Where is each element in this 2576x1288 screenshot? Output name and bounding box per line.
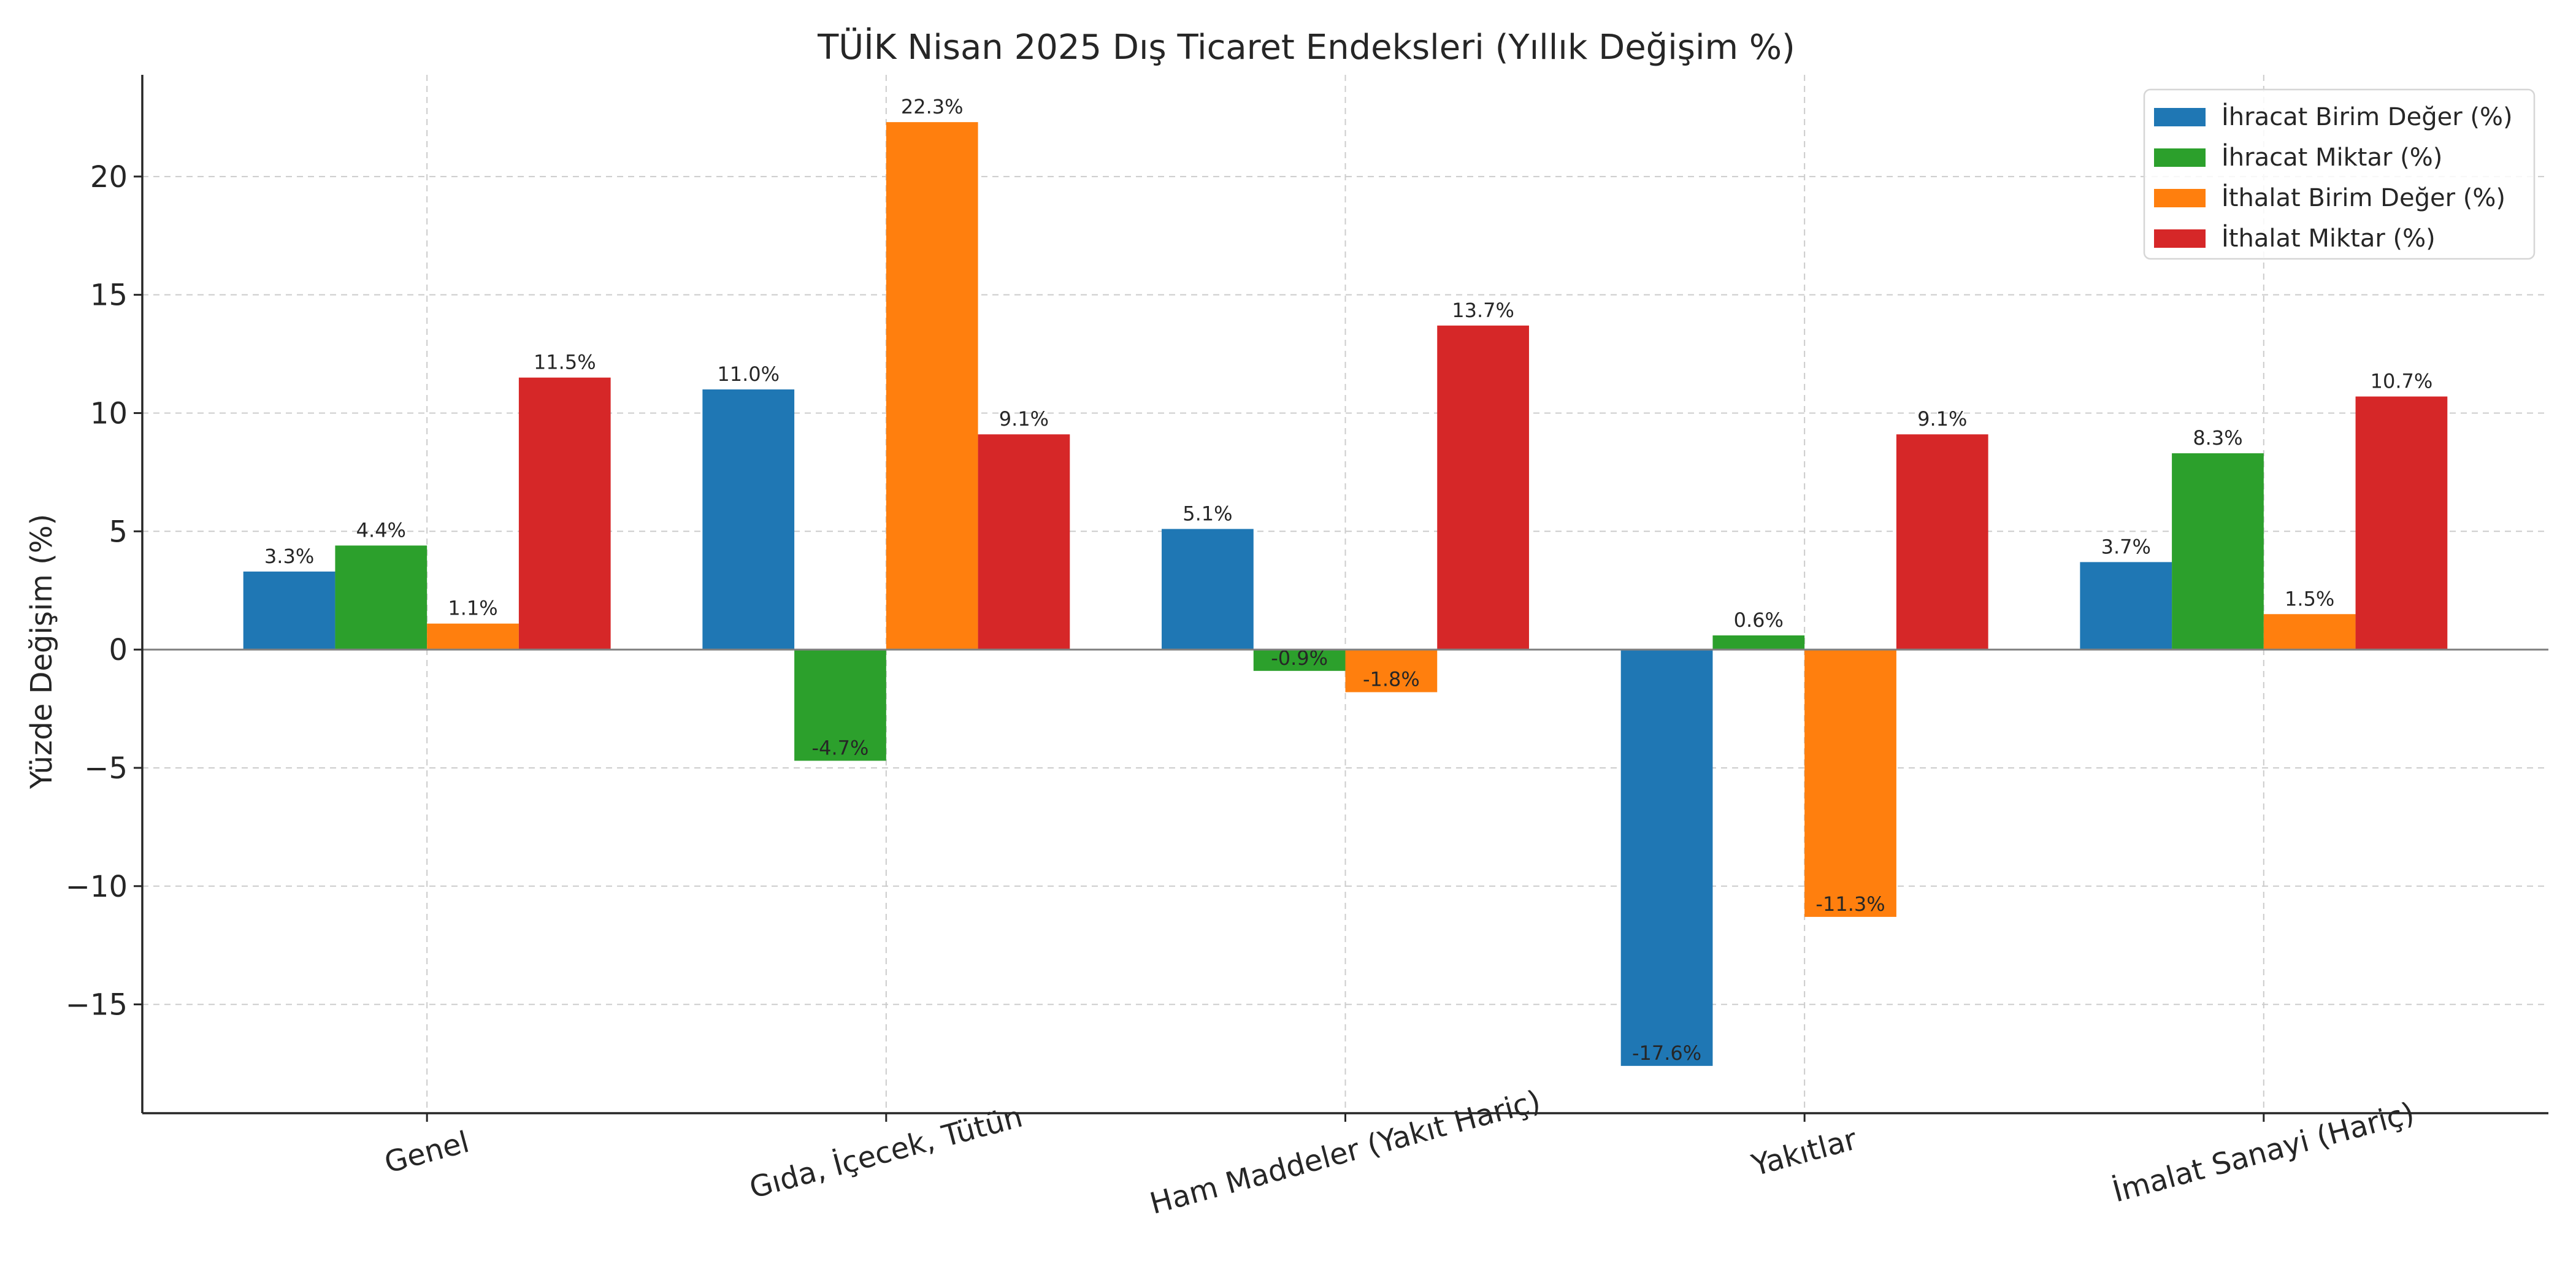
- bar: [2080, 562, 2172, 650]
- bar: [243, 571, 335, 650]
- bar: [978, 434, 1070, 650]
- data-label: 3.3%: [264, 545, 314, 568]
- bar: [2355, 396, 2448, 650]
- legend-label: İhracat Birim Değer (%): [2221, 102, 2513, 131]
- data-label: 22.3%: [901, 95, 964, 118]
- y-tick-label: 5: [109, 515, 128, 549]
- data-label: 13.7%: [1452, 299, 1514, 322]
- y-tick-label: 20: [90, 160, 128, 194]
- legend-swatch: [2154, 148, 2206, 167]
- y-tick-label: −5: [84, 751, 128, 786]
- x-tick-label: Genel: [381, 1125, 473, 1180]
- bar: [1712, 635, 1805, 650]
- y-tick-label: 10: [90, 396, 128, 431]
- bar: [427, 623, 519, 650]
- bar: [518, 377, 611, 650]
- bar: [1804, 650, 1896, 917]
- bar: [1896, 434, 1988, 650]
- data-label: 3.7%: [2101, 535, 2151, 558]
- legend-label: İhracat Miktar (%): [2221, 142, 2442, 172]
- data-label: 9.1%: [1917, 407, 1967, 431]
- bar: [1162, 529, 1254, 650]
- data-label: 9.1%: [999, 407, 1049, 431]
- data-label: 0.6%: [1734, 608, 1784, 632]
- legend-swatch: [2154, 229, 2206, 248]
- y-tick-label: −15: [66, 988, 128, 1022]
- bar: [2172, 453, 2264, 650]
- y-tick-label: −10: [66, 870, 128, 904]
- bar: [1437, 325, 1529, 650]
- bar: [1345, 650, 1438, 692]
- bar: [335, 545, 427, 650]
- data-label: 4.4%: [356, 518, 406, 542]
- bar: [794, 650, 886, 761]
- data-label: 5.1%: [1183, 502, 1232, 525]
- data-label: 8.3%: [2193, 426, 2242, 450]
- y-tick-label: 0: [109, 633, 128, 667]
- y-axis-label: Yüzde Değişim (%): [25, 514, 59, 789]
- data-label: 1.5%: [2285, 587, 2334, 610]
- data-label: 1.1%: [448, 597, 497, 620]
- bars: [243, 122, 2448, 1066]
- y-tick-label: 15: [90, 278, 128, 313]
- legend-label: İthalat Birim Değer (%): [2221, 183, 2505, 212]
- bar: [886, 122, 978, 650]
- data-labels: 3.3%11.0%5.1%-17.6%3.7%4.4%-4.7%-0.9%0.6…: [264, 95, 2432, 1065]
- legend: İhracat Birim Değer (%) İhracat Miktar (%…: [2143, 88, 2536, 260]
- data-label: -17.6%: [1632, 1041, 1701, 1065]
- legend-box: [2143, 88, 2536, 260]
- bar: [1620, 650, 1713, 1066]
- x-tick-label: Yakıtlar: [1747, 1122, 1860, 1183]
- bar: [1253, 650, 1346, 671]
- data-label: 10.7%: [2371, 369, 2433, 393]
- bar: [702, 389, 795, 650]
- legend-label: İthalat Miktar (%): [2221, 223, 2436, 253]
- data-label: -11.3%: [1815, 892, 1885, 916]
- legend-swatch: [2154, 189, 2206, 207]
- data-label: 11.5%: [534, 351, 596, 374]
- data-label: -4.7%: [812, 736, 869, 759]
- legend-swatch: [2154, 108, 2206, 126]
- data-label: -1.8%: [1363, 668, 1420, 691]
- data-label: 11.0%: [717, 362, 780, 386]
- chart-title: TÜİK Nisan 2025 Dış Ticaret Endeksleri (…: [817, 28, 1795, 67]
- bar: [2263, 614, 2356, 650]
